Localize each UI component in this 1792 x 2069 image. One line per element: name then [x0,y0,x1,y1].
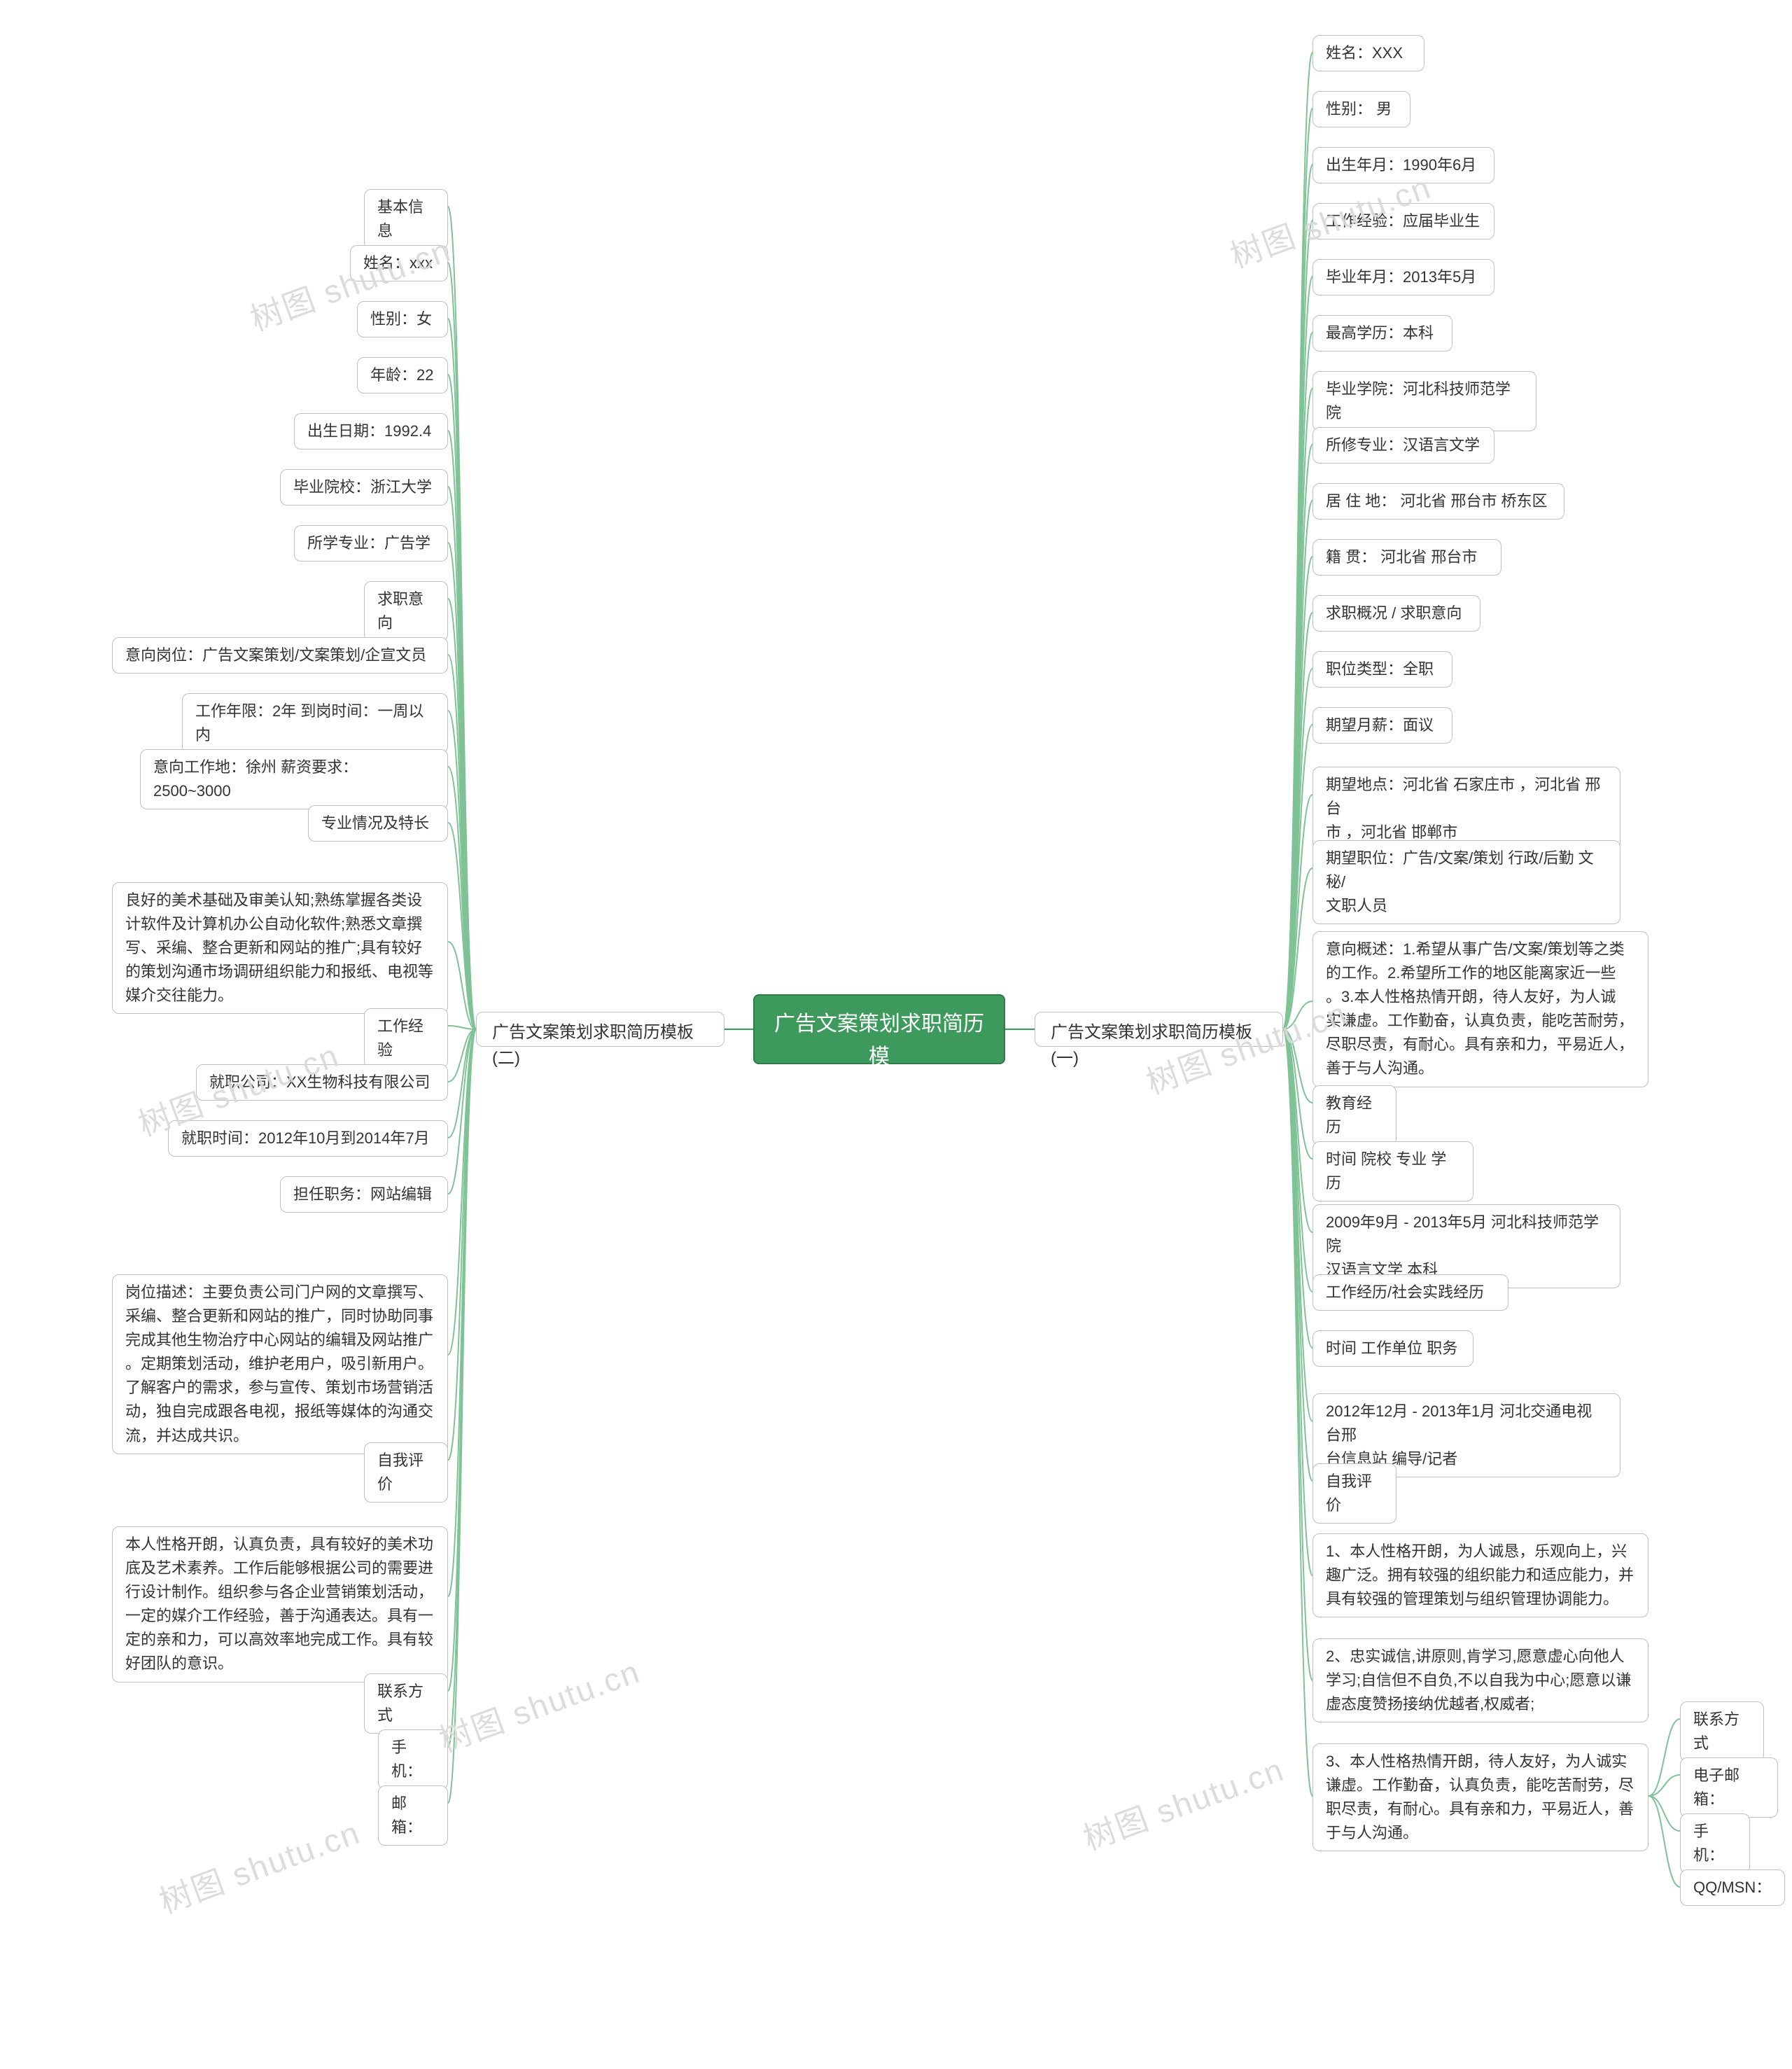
right-leaf-20: 时间 工作单位 职务 [1312,1330,1474,1367]
left-leaf-6: 所学专业：广告学 [294,525,448,562]
left-leaf-2: 性别：女 [357,301,448,337]
right-leaf-22: 自我评价 [1312,1463,1396,1524]
left-leaf-0: 基本信息 [364,189,448,249]
left-leaf-12: 良好的美术基础及审美认知;熟练掌握各类设 计软件及计算机办公自动化软件;熟悉文章… [112,882,448,1014]
branch-left: 广告文案策划求职简历模板(二) [476,1012,724,1047]
left-leaf-5: 毕业院校：浙江大学 [280,469,448,506]
right-leaf-1: 性别： 男 [1312,91,1410,127]
watermark-4: 树图 shutu.cn [432,1646,645,1762]
right3-leaf-2: 手机： [1680,1813,1750,1874]
branch-right: 广告文案策划求职简历模板(一) [1035,1012,1283,1047]
left-leaf-1: 姓名：xxx [350,245,448,281]
left-leaf-22: 邮箱： [378,1785,448,1846]
right-leaf-15: 意向概述：1.希望从事广告/文案/策划等之类 的工作。2.希望所工作的地区能离家… [1312,931,1648,1087]
watermark-6: 树图 shutu.cn [1076,1744,1289,1860]
right-leaf-19: 工作经历/社会实践经历 [1312,1274,1508,1311]
left-leaf-20: 联系方式 [364,1673,448,1734]
right-leaf-4: 毕业年月：2013年5月 [1312,259,1494,295]
left-leaf-16: 担任职务：网站编辑 [280,1176,448,1213]
right-leaf-10: 求职概况 / 求职意向 [1312,595,1480,632]
right-leaf-17: 时间 院校 专业 学历 [1312,1141,1474,1201]
right-leaf-16: 教育经历 [1312,1085,1396,1145]
right-leaf-23: 1、本人性格开朗，为人诚恳，乐观向上，兴 趣广泛。拥有较强的组织能力和适应能力，… [1312,1533,1648,1617]
mindmap-canvas: 广告文案策划求职简历模 板 广告文案策划求职简历模板(二) 广告文案策划求职简历… [0,0,1792,2069]
left-leaf-21: 手机： [378,1729,448,1790]
left-leaf-4: 出生日期：1992.4 [294,413,448,450]
right-leaf-11: 职位类型：全职 [1312,651,1452,688]
right-leaf-14: 期望职位：广告/文案/策划 行政/后勤 文秘/ 文职人员 [1312,840,1620,924]
right-leaf-5: 最高学历：本科 [1312,315,1452,351]
right-leaf-25: 3、本人性格热情开朗，待人友好，为人诚实 谦虚。工作勤奋，认真负责，能吃苦耐劳，… [1312,1743,1648,1851]
right3-leaf-1: 电子邮箱： [1680,1757,1778,1818]
left-leaf-3: 年龄：22 [357,357,448,393]
left-leaf-11: 专业情况及特长 [308,805,448,842]
right-leaf-12: 期望月薪：面议 [1312,707,1452,744]
right3-leaf-3: QQ/MSN： [1680,1869,1785,1906]
right-leaf-9: 籍 贯： 河北省 邢台市 [1312,539,1502,576]
right-leaf-0: 姓名：XXX [1312,35,1424,71]
left-leaf-8: 意向岗位：广告文案策划/文案策划/企宣文员 [112,637,448,674]
right-leaf-24: 2、忠实诚信,讲原则,肯学习,愿意虚心向他人 学习;自信但不自负,不以自我为中心… [1312,1638,1648,1722]
left-leaf-13: 工作经验 [364,1008,448,1068]
left-leaf-19: 本人性格开朗，认真负责，具有较好的美术功 底及艺术素养。工作后能够根据公司的需要… [112,1526,448,1683]
left-leaf-7: 求职意向 [364,581,448,641]
right-leaf-2: 出生年月：1990年6月 [1312,147,1494,183]
right3-leaf-0: 联系方式 [1680,1701,1764,1762]
watermark-5: 树图 shutu.cn [152,1807,365,1923]
right-leaf-3: 工作经验：应届毕业生 [1312,203,1494,239]
left-leaf-15: 就职时间：2012年10月到2014年7月 [168,1120,448,1157]
left-leaf-10: 意向工作地：徐州 薪资要求：2500~3000 [140,749,448,809]
center-node: 广告文案策划求职简历模 板 [753,994,1005,1064]
left-leaf-17: 岗位描述：主要负责公司门户网的文章撰写、 采编、整合更新和网站的推广，同时协助同… [112,1274,448,1454]
right-leaf-6: 毕业学院：河北科技师范学院 [1312,371,1536,431]
left-leaf-9: 工作年限：2年 到岗时间：一周以内 [182,693,448,753]
right-leaf-8: 居 住 地： 河北省 邢台市 桥东区 [1312,483,1564,520]
right-leaf-13: 期望地点：河北省 石家庄市 ，河北省 邢台 市 ，河北省 邯郸市 [1312,767,1620,851]
left-leaf-14: 就职公司：XX生物科技有限公司 [196,1064,448,1101]
left-leaf-18: 自我评价 [364,1442,448,1503]
right-leaf-7: 所修专业：汉语言文学 [1312,427,1494,464]
